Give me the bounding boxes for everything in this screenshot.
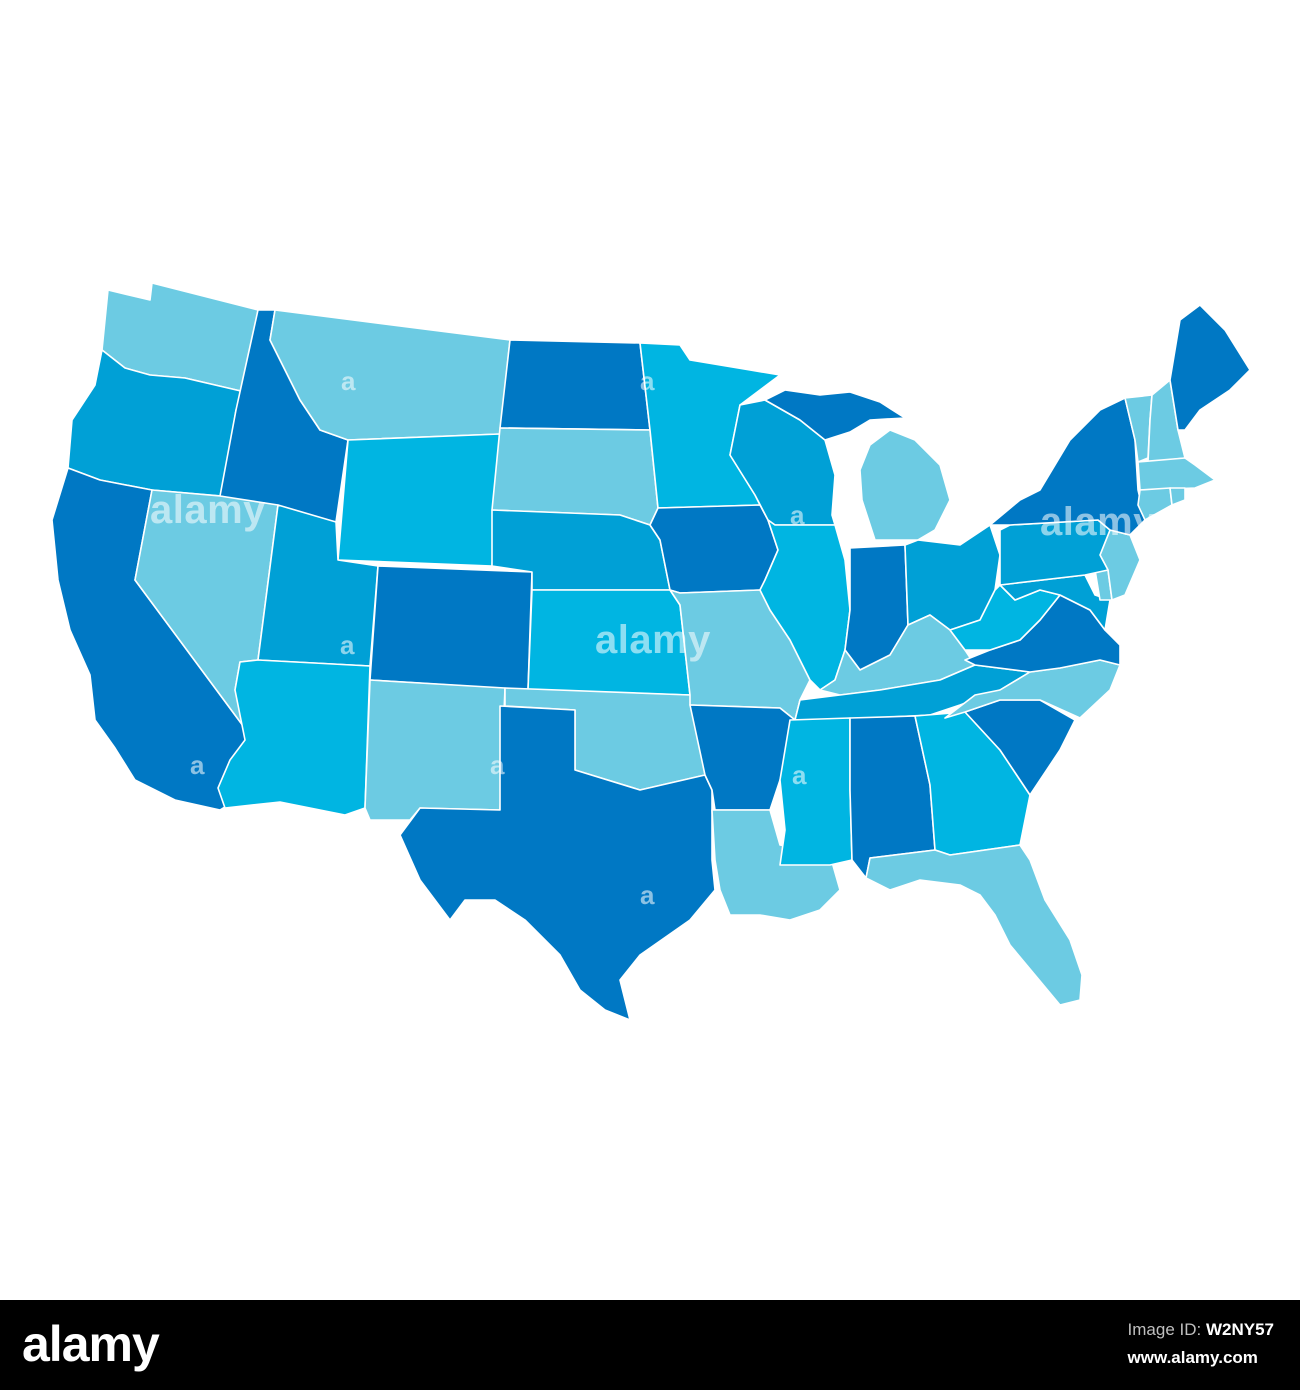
- state-michigan: [859, 429, 951, 541]
- state-michigan-upper-peninsula: [764, 389, 906, 441]
- state-new-york: [989, 397, 1146, 536]
- state-connecticut: [1137, 487, 1173, 521]
- state-maine: [1169, 304, 1251, 431]
- state-kansas: [527, 589, 691, 696]
- state-massachusetts: [1137, 457, 1216, 491]
- state-pennsylvania: [999, 519, 1111, 586]
- state-texas: [399, 705, 716, 1021]
- state-rhode-island: [1169, 487, 1186, 506]
- state-wisconsin: [729, 399, 836, 526]
- state-colorado: [369, 565, 533, 691]
- footer-bar: alamy Image ID: W2NY57 www.alamy.com: [0, 1300, 1300, 1390]
- state-iowa: [649, 504, 779, 594]
- site-url: www.alamy.com: [1127, 1348, 1258, 1367]
- state-mississippi: [779, 717, 853, 866]
- state-florida: [865, 844, 1083, 1006]
- state-louisiana: [711, 809, 841, 921]
- state-new-mexico: [364, 679, 506, 821]
- image-id-label: Image ID:: [1127, 1320, 1202, 1339]
- image-id: W2NY57: [1205, 1320, 1274, 1339]
- state-arkansas: [689, 704, 796, 811]
- footer-meta: Image ID: W2NY57 www.alamy.com: [1128, 1316, 1274, 1372]
- state-north-dakota: [499, 339, 651, 431]
- us-states-map: a a a a a a a a a a alamy alamy alamy: [51, 282, 1251, 1021]
- usa-map-svg: [51, 282, 1251, 1021]
- footer-logo: alamy: [22, 1316, 160, 1372]
- state-wyoming: [337, 433, 501, 567]
- state-maryland: [999, 574, 1111, 631]
